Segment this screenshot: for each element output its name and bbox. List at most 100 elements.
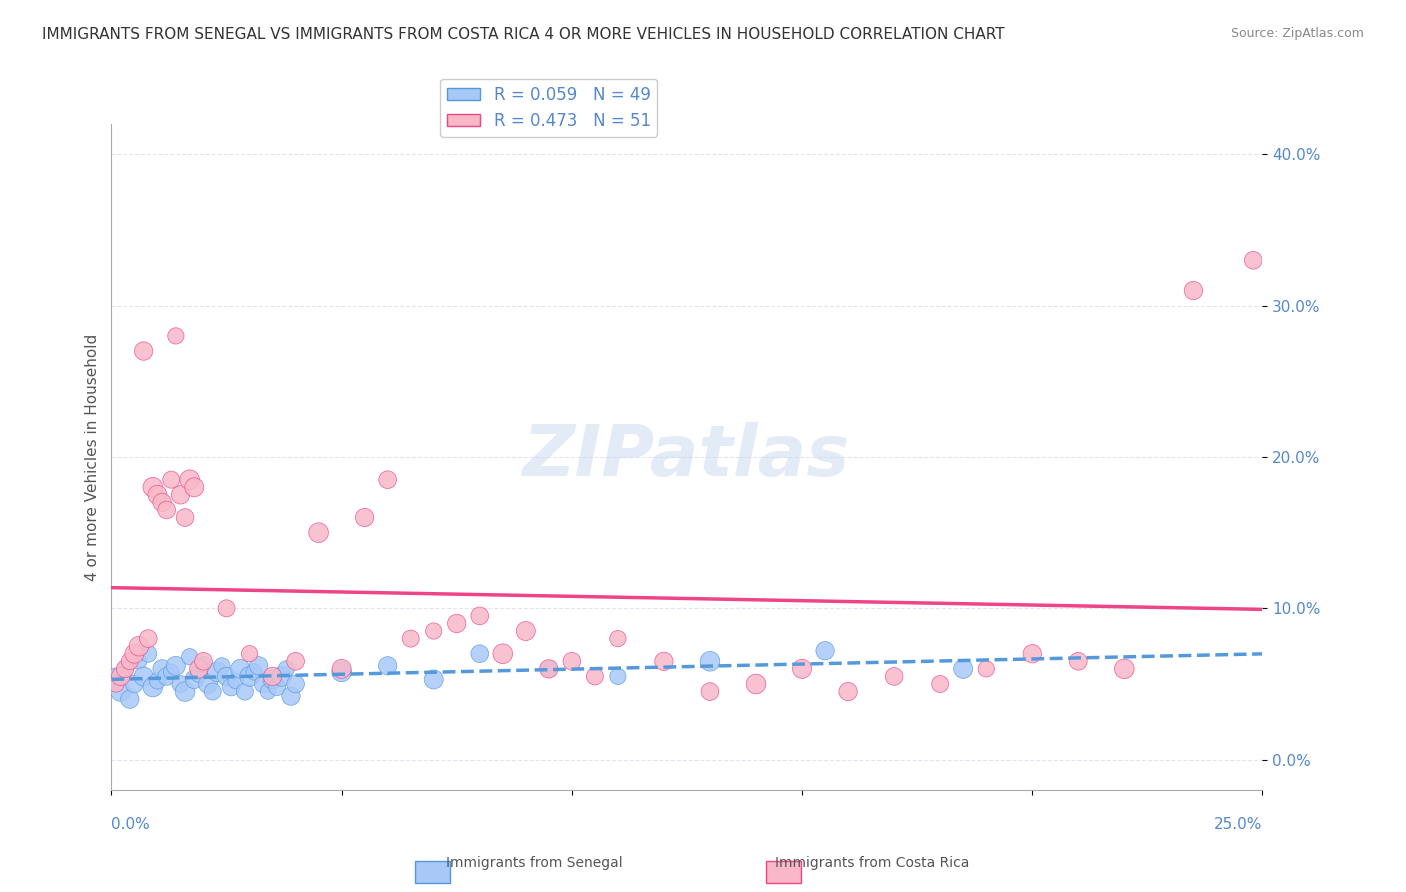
Point — [606, 632, 628, 646]
Point — [238, 647, 260, 661]
Point — [468, 647, 491, 661]
Point — [952, 662, 974, 676]
Point — [284, 654, 307, 668]
Text: IMMIGRANTS FROM SENEGAL VS IMMIGRANTS FROM COSTA RICA 4 OR MORE VEHICLES IN HOUS: IMMIGRANTS FROM SENEGAL VS IMMIGRANTS FR… — [42, 27, 1005, 42]
Point — [468, 608, 491, 623]
Point — [128, 654, 150, 668]
Point — [211, 658, 233, 673]
Point — [193, 657, 215, 672]
Point — [136, 632, 159, 646]
Point — [1182, 284, 1205, 298]
Point — [561, 654, 583, 668]
Point — [160, 473, 183, 487]
Point — [238, 669, 260, 683]
Point — [207, 665, 229, 679]
Text: Immigrants from Senegal: Immigrants from Senegal — [446, 855, 623, 870]
Point — [110, 684, 132, 698]
Point — [124, 647, 146, 661]
Point — [353, 510, 375, 524]
Point — [270, 669, 292, 683]
Point — [179, 473, 201, 487]
Point — [515, 624, 537, 638]
Point — [150, 495, 173, 509]
Point — [262, 669, 284, 683]
Point — [201, 684, 224, 698]
Point — [165, 658, 187, 673]
Point — [422, 673, 444, 687]
Point — [1067, 654, 1090, 668]
Point — [128, 639, 150, 653]
Point — [174, 684, 197, 698]
Y-axis label: 4 or more Vehicles in Household: 4 or more Vehicles in Household — [86, 334, 100, 581]
Point — [118, 654, 141, 668]
Point — [243, 665, 266, 679]
Point — [142, 480, 165, 494]
Point — [215, 601, 238, 615]
Point — [929, 677, 952, 691]
Point — [284, 677, 307, 691]
Point — [183, 673, 205, 687]
Point — [150, 662, 173, 676]
Point — [156, 669, 179, 683]
Point — [1241, 253, 1264, 268]
Point — [330, 662, 353, 676]
Point — [132, 344, 155, 359]
Point — [156, 503, 179, 517]
Point — [169, 488, 191, 502]
Point — [377, 473, 399, 487]
Point — [262, 673, 284, 687]
Point — [330, 665, 353, 679]
Point — [1114, 662, 1136, 676]
Point — [160, 665, 183, 679]
Point — [814, 643, 837, 657]
Point — [266, 680, 288, 694]
Point — [377, 658, 399, 673]
Point — [179, 649, 201, 664]
Point — [883, 669, 905, 683]
Point — [583, 669, 606, 683]
Point — [446, 616, 468, 631]
Point — [399, 632, 422, 646]
Point — [187, 662, 209, 676]
Point — [1021, 647, 1043, 661]
Point — [146, 488, 169, 502]
Text: 0.0%: 0.0% — [111, 816, 150, 831]
Point — [105, 669, 128, 683]
Point — [193, 654, 215, 668]
Point — [699, 654, 721, 668]
Point — [790, 662, 813, 676]
Point — [492, 647, 515, 661]
Point — [252, 677, 274, 691]
Point — [136, 647, 159, 661]
Point — [745, 677, 768, 691]
Point — [247, 658, 270, 673]
Point — [974, 662, 997, 676]
Point — [257, 684, 280, 698]
Legend: R = 0.059   N = 49, R = 0.473   N = 51: R = 0.059 N = 49, R = 0.473 N = 51 — [440, 79, 658, 136]
Point — [174, 510, 197, 524]
Point — [225, 673, 247, 688]
Point — [197, 677, 219, 691]
Text: ZIPatlas: ZIPatlas — [523, 423, 851, 491]
Text: Immigrants from Costa Rica: Immigrants from Costa Rica — [775, 855, 969, 870]
Point — [652, 654, 675, 668]
Point — [146, 673, 169, 688]
Text: Source: ZipAtlas.com: Source: ZipAtlas.com — [1230, 27, 1364, 40]
Point — [169, 677, 191, 691]
Point — [118, 692, 141, 706]
Point — [606, 669, 628, 683]
Point — [699, 684, 721, 698]
Point — [114, 662, 136, 676]
Point — [537, 662, 560, 676]
Point — [229, 662, 252, 676]
Point — [183, 480, 205, 494]
Point — [537, 662, 560, 676]
Point — [110, 669, 132, 683]
Point — [837, 684, 859, 698]
Point — [142, 680, 165, 694]
Point — [187, 666, 209, 681]
Point — [132, 669, 155, 683]
Point — [280, 689, 302, 703]
Text: 25.0%: 25.0% — [1215, 816, 1263, 831]
Point — [422, 624, 444, 638]
